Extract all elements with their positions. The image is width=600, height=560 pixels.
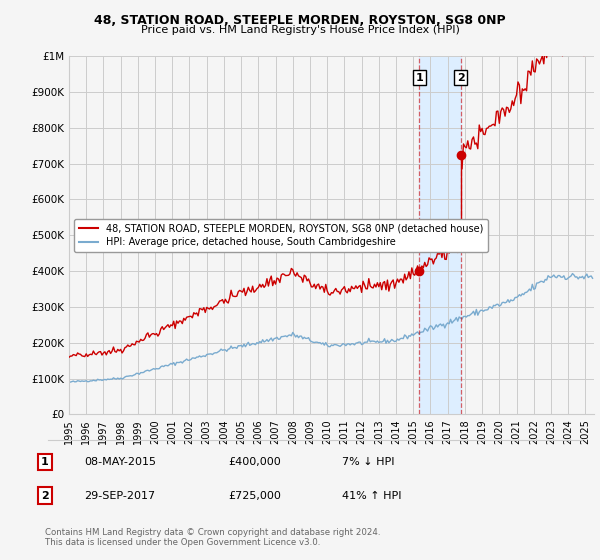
Bar xyxy=(419,56,461,414)
Text: 7% ↓ HPI: 7% ↓ HPI xyxy=(342,457,395,467)
Text: 2: 2 xyxy=(41,491,49,501)
Text: £400,000: £400,000 xyxy=(228,457,281,467)
Text: 1: 1 xyxy=(415,72,423,82)
Text: £725,000: £725,000 xyxy=(228,491,281,501)
Text: 29-SEP-2017: 29-SEP-2017 xyxy=(84,491,155,501)
Text: 48, STATION ROAD, STEEPLE MORDEN, ROYSTON, SG8 0NP: 48, STATION ROAD, STEEPLE MORDEN, ROYSTO… xyxy=(94,14,506,27)
Text: Price paid vs. HM Land Registry's House Price Index (HPI): Price paid vs. HM Land Registry's House … xyxy=(140,25,460,35)
Text: Contains HM Land Registry data © Crown copyright and database right 2024.
This d: Contains HM Land Registry data © Crown c… xyxy=(45,528,380,547)
Legend: 48, STATION ROAD, STEEPLE MORDEN, ROYSTON, SG8 0NP (detached house), HPI: Averag: 48, STATION ROAD, STEEPLE MORDEN, ROYSTO… xyxy=(74,218,488,252)
Text: 08-MAY-2015: 08-MAY-2015 xyxy=(84,457,156,467)
Text: 2: 2 xyxy=(457,72,464,82)
Text: 1: 1 xyxy=(41,457,49,467)
Text: 41% ↑ HPI: 41% ↑ HPI xyxy=(342,491,401,501)
